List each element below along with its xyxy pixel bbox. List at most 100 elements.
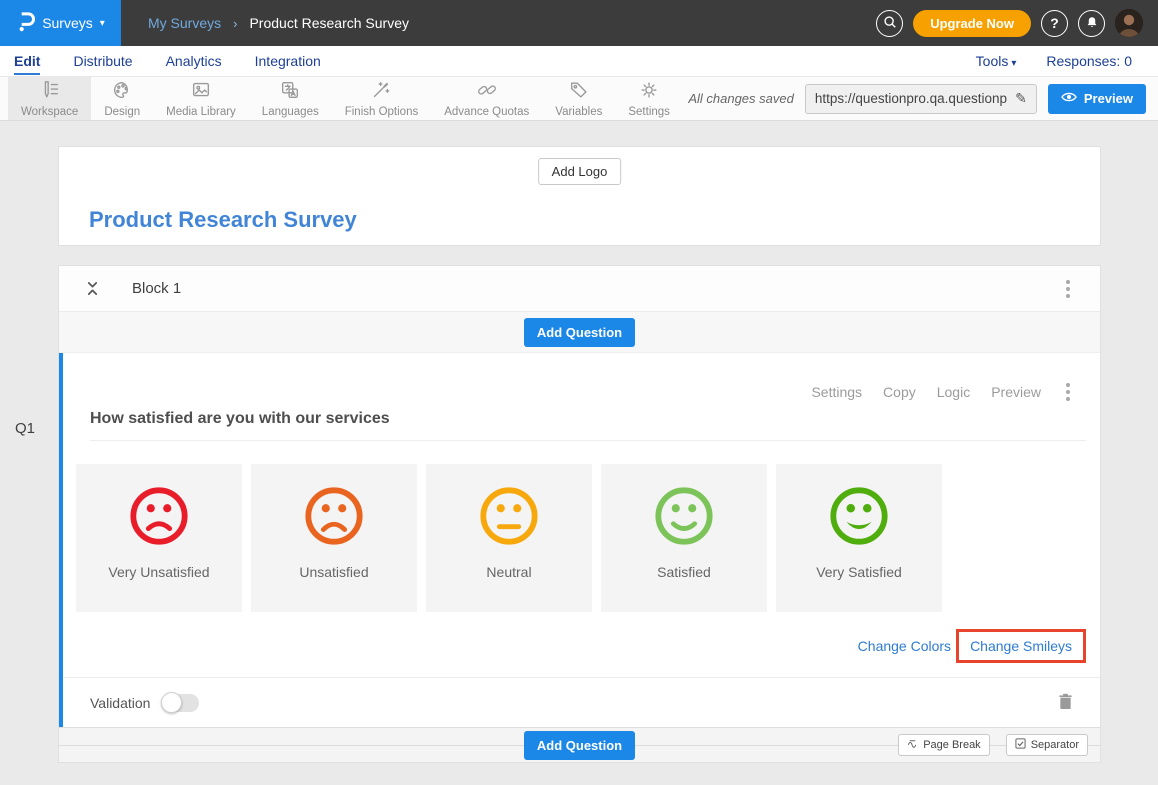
notifications-button[interactable] [1078,9,1105,37]
edit-url-pencil-icon[interactable]: ✎ [1015,90,1027,107]
toolbar-label: Design [104,106,141,118]
add-question-button-top[interactable]: Add Question [523,317,636,347]
preview-button[interactable]: Preview [1047,83,1146,114]
neutral-face-icon [480,487,538,545]
subnav-right: Tools ▾ Responses: 0 [976,53,1144,69]
change-smileys-link[interactable]: Change Smileys [970,638,1072,654]
toolbar-finish-options[interactable]: Finish Options [332,77,432,120]
smiley-option-label: Satisfied [657,564,711,580]
question-mark-icon: ? [1050,15,1059,31]
big-smile-face-icon [830,487,888,545]
block-container: Block 1 Add Question Settings Copy Logic… [58,265,1101,763]
palette-icon [111,79,133,104]
questionpro-logo-icon [16,11,36,35]
smiley-option-label: Very Satisfied [816,564,902,580]
footer-right-buttons: Page Break Separator [898,734,1088,756]
smiley-option-very-unsatisfied[interactable]: Very Unsatisfied [76,464,242,612]
toolbar-label: Workspace [21,106,79,118]
survey-url-input[interactable] [814,91,1016,106]
top-header: Surveys ▾ My Surveys › Product Research … [0,0,1158,46]
user-avatar[interactable] [1115,9,1143,37]
question-title[interactable]: How satisfied are you with our services [90,410,390,427]
breadcrumb-separator-icon: › [233,15,238,31]
eye-icon [1061,91,1077,106]
question-divider [90,440,1086,441]
page-break-button[interactable]: Page Break [898,734,990,756]
tools-dropdown[interactable]: Tools ▾ [976,53,1017,69]
smiley-customization-links: Change Colors Change Smileys [858,629,1086,663]
upgrade-now-button[interactable]: Upgrade Now [913,9,1031,37]
tag-icon [568,79,590,104]
add-question-button-bottom[interactable]: Add Question [523,730,636,760]
smiley-option-neutral[interactable]: Neutral [426,464,592,612]
delete-question-button[interactable] [1058,693,1073,713]
translate-icon [279,79,301,104]
collapse-block-icon[interactable] [85,280,100,297]
smiley-option-very-satisfied[interactable]: Very Satisfied [776,464,942,612]
responses-count[interactable]: Responses: 0 [1046,53,1132,69]
smiley-scale: Very Unsatisfied Unsatisfied [76,464,942,612]
save-status-text: All changes saved [688,91,794,106]
question-preview-link[interactable]: Preview [991,384,1041,400]
block-title[interactable]: Block 1 [132,280,182,297]
toolbar-label: Finish Options [344,106,419,118]
toolbar-label: Settings [628,106,670,118]
wand-icon [370,79,392,104]
question-settings-link[interactable]: Settings [811,384,863,400]
chevron-down-icon: ▾ [1011,58,1017,69]
bell-icon [1085,15,1099,32]
tab-edit[interactable]: Edit [14,48,41,75]
workspace-icon [39,79,61,104]
validation-label: Validation [90,694,151,711]
validation-toggle[interactable] [161,691,200,713]
toggle-knob [161,691,183,713]
toolbar-languages[interactable]: Languages [249,77,332,120]
toolbar-right: All changes saved ✎ Preview [688,77,1158,120]
surveys-menu-label: Surveys [42,15,93,31]
tab-distribute[interactable]: Distribute [73,52,133,69]
search-button[interactable] [876,9,904,37]
breadcrumb-my-surveys[interactable]: My Surveys [148,15,222,31]
smiley-option-label: Very Unsatisfied [108,564,210,580]
gear-icon [638,79,660,104]
question-actions: Settings Copy Logic Preview [811,379,1074,405]
change-colors-link[interactable]: Change Colors [857,638,952,654]
question-logic-link[interactable]: Logic [936,384,971,400]
toolbar-label: Advance Quotas [444,106,530,118]
block-menu-kebab-icon[interactable] [1062,276,1074,302]
toolbar-label: Languages [261,106,319,118]
toolbar-settings[interactable]: Settings [615,77,683,120]
toolbar-media-library[interactable]: Media Library [153,77,249,120]
smiley-option-label: Unsatisfied [299,564,369,580]
page-break-icon [907,738,918,752]
toolbar-workspace[interactable]: Workspace [8,77,92,120]
question-menu-kebab-icon[interactable] [1062,379,1074,405]
smiley-option-label: Neutral [486,564,532,580]
survey-title[interactable]: Product Research Survey [89,207,357,232]
surveys-app-menu[interactable]: Surveys ▾ [0,0,121,46]
breadcrumb: My Surveys › Product Research Survey [148,15,409,31]
tab-analytics[interactable]: Analytics [165,52,222,69]
survey-sub-nav: Edit Distribute Analytics Integration To… [0,46,1158,76]
question-code-label: Q1 [15,420,36,437]
separator-button[interactable]: Separator [1005,734,1088,756]
toolbar-design[interactable]: Design [91,77,153,120]
separator-label: Separator [1030,739,1079,751]
question-card: Settings Copy Logic Preview How satisfie… [59,353,1100,727]
add-logo-button[interactable]: Add Logo [537,158,622,185]
smile-face-icon [655,487,713,545]
tab-integration[interactable]: Integration [254,52,321,69]
search-icon [883,15,897,32]
editor-toolbar: Workspace Design Media Library Languages… [0,76,1158,121]
checkbox-check-icon [1015,738,1026,752]
trash-icon [1058,693,1073,713]
help-button[interactable]: ? [1041,9,1068,37]
question-copy-link[interactable]: Copy [883,384,916,400]
add-question-strip-top: Add Question [59,312,1100,353]
toolbar-advance-quotas[interactable]: Advance Quotas [431,77,542,120]
chevron-down-icon: ▾ [99,17,105,29]
smiley-option-unsatisfied[interactable]: Unsatisfied [251,464,417,612]
toolbar-variables[interactable]: Variables [542,77,615,120]
smiley-option-satisfied[interactable]: Satisfied [601,464,767,612]
